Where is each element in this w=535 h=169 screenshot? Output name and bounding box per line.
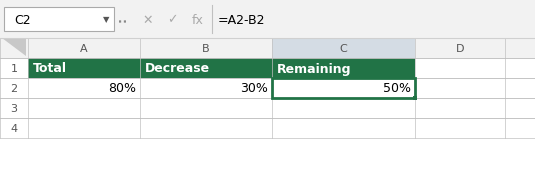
Text: 50%: 50% [383, 82, 411, 95]
FancyBboxPatch shape [413, 96, 417, 100]
FancyBboxPatch shape [28, 58, 140, 78]
Text: 80%: 80% [108, 82, 136, 95]
Text: Remaining: Remaining [277, 63, 351, 76]
FancyBboxPatch shape [140, 58, 272, 78]
Text: 30%: 30% [240, 82, 268, 95]
Text: Decrease: Decrease [145, 63, 210, 76]
FancyBboxPatch shape [0, 38, 535, 58]
Text: :: : [116, 18, 128, 22]
Text: 2: 2 [11, 84, 18, 94]
Text: A: A [80, 44, 88, 54]
Text: ✓: ✓ [167, 14, 177, 27]
Text: 1: 1 [11, 64, 18, 74]
Text: 3: 3 [11, 104, 18, 114]
Text: C2: C2 [14, 14, 30, 27]
Text: fx: fx [192, 14, 204, 27]
Text: Total: Total [33, 63, 67, 76]
Text: =A2-B2: =A2-B2 [218, 14, 265, 27]
Text: ✕: ✕ [143, 14, 153, 27]
Text: ▼: ▼ [103, 16, 109, 25]
FancyBboxPatch shape [272, 58, 415, 78]
FancyBboxPatch shape [0, 0, 535, 38]
Text: B: B [202, 44, 210, 54]
Text: C: C [340, 44, 347, 54]
Text: D: D [456, 44, 464, 54]
Polygon shape [2, 38, 26, 56]
FancyBboxPatch shape [4, 7, 114, 31]
FancyBboxPatch shape [272, 38, 415, 58]
Text: 4: 4 [11, 124, 18, 134]
